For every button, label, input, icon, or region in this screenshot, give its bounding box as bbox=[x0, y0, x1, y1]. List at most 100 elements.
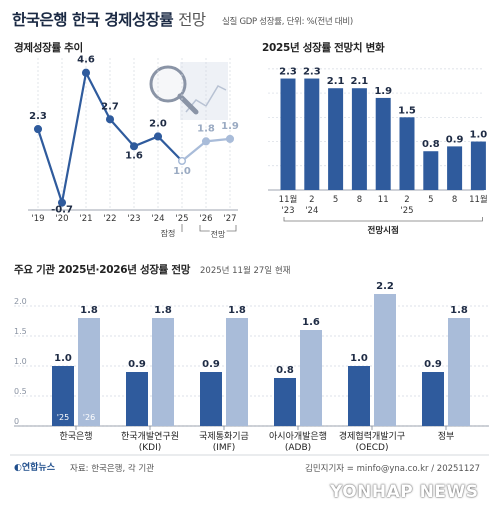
bar bbox=[300, 330, 322, 426]
data-point bbox=[57, 198, 67, 207]
y-tick-label: 0.5 bbox=[14, 387, 27, 396]
data-label: 1.5 bbox=[398, 105, 416, 116]
bar bbox=[422, 372, 444, 426]
y-tick-label: 1.5 bbox=[14, 327, 27, 336]
x-tick-label: 11 bbox=[378, 195, 389, 205]
x-tick-label: '25 bbox=[175, 214, 188, 224]
x-tick-label: 2 bbox=[404, 195, 409, 205]
data-label: 0.9 bbox=[424, 359, 442, 370]
y-tick-label: 1.0 bbox=[14, 357, 27, 366]
data-label: 0.9 bbox=[446, 134, 464, 145]
timing-bracket bbox=[283, 217, 483, 222]
watermark: YONHAP NEWS bbox=[330, 482, 479, 502]
data-point bbox=[33, 125, 43, 134]
logo-text: 연합뉴스 bbox=[21, 463, 55, 473]
data-label: 1.8 bbox=[80, 305, 98, 316]
bar bbox=[351, 88, 367, 190]
data-label: 1.0 bbox=[173, 166, 191, 177]
data-label: -0.7 bbox=[51, 205, 73, 216]
data-label: 1.6 bbox=[125, 150, 143, 161]
data-label: 1.9 bbox=[221, 121, 239, 132]
data-label: 0.9 bbox=[128, 359, 146, 370]
data-point bbox=[225, 134, 235, 143]
legend-label: '26 bbox=[83, 413, 95, 422]
data-label: 2.2 bbox=[376, 281, 394, 292]
x-tick-label: '27 bbox=[223, 214, 236, 224]
panel3-date: 2025년 11월 27일 현재 bbox=[200, 266, 291, 276]
data-point bbox=[177, 156, 187, 166]
legend-label: '25 bbox=[57, 413, 69, 422]
x-tick-label: 11월 bbox=[279, 194, 298, 205]
category-sublabel: (IMF) bbox=[213, 443, 236, 453]
bar bbox=[374, 294, 396, 426]
data-point bbox=[81, 68, 91, 77]
x-tick-label: '26 bbox=[199, 214, 212, 224]
bar bbox=[448, 318, 470, 426]
x-tick-year: '25 bbox=[400, 206, 413, 216]
category-label: 국제통화기금 bbox=[199, 431, 249, 442]
x-tick-label: '24 bbox=[151, 214, 164, 224]
data-label: 1.8 bbox=[197, 123, 215, 134]
data-label: 2.3 bbox=[29, 111, 47, 122]
data-label: 4.6 bbox=[77, 55, 95, 66]
data-label: 1.8 bbox=[450, 305, 468, 316]
bar bbox=[447, 146, 463, 190]
estimate-label: 잠정 bbox=[161, 228, 176, 238]
bar bbox=[399, 117, 415, 190]
data-label: 1.0 bbox=[54, 353, 72, 364]
bar bbox=[280, 78, 296, 190]
unit-note: 실질 GDP 성장률, 단위: %(전년 대비) bbox=[222, 17, 353, 27]
x-tick-label: '20 bbox=[55, 214, 68, 224]
logo-icon: ◐ bbox=[14, 463, 22, 473]
x-tick-label: 8 bbox=[357, 195, 362, 205]
x-tick-label: 11월 bbox=[469, 194, 488, 205]
category-sublabel: (KDI) bbox=[139, 443, 162, 453]
magnifier-icon bbox=[149, 62, 228, 120]
data-label: 2.1 bbox=[327, 76, 345, 87]
data-label: 1.0 bbox=[350, 353, 368, 364]
bar bbox=[274, 378, 296, 426]
data-label: 0.8 bbox=[276, 365, 294, 376]
data-label: 0.9 bbox=[202, 359, 220, 370]
source-note: 자료: 한국은행, 각 기관 bbox=[70, 464, 155, 474]
bar bbox=[348, 366, 370, 426]
bar bbox=[126, 372, 148, 426]
data-label: 0.8 bbox=[422, 139, 440, 150]
bar bbox=[328, 88, 344, 190]
title-main: 한국은행 한국 경제성장률 bbox=[12, 11, 174, 29]
institution-chart: 2.0 1.5 1.0 0.5 0 1.0 '25 1.8 '26 한국은행 0.9 1.8 한국개발연… bbox=[14, 281, 489, 453]
bar bbox=[375, 97, 391, 190]
panel3-subtitle: 주요 기관 2025년·2026년 성장률 전망 bbox=[14, 264, 191, 276]
category-label: 정부 bbox=[438, 431, 455, 442]
logo: ◐연합뉴스 bbox=[14, 460, 55, 473]
bar bbox=[78, 318, 100, 426]
data-label: 1.0 bbox=[470, 130, 488, 141]
x-tick-label: 5 bbox=[428, 195, 433, 205]
bar bbox=[304, 78, 320, 190]
data-label: 2.7 bbox=[101, 101, 119, 112]
data-point bbox=[201, 137, 211, 146]
forecast-bracket bbox=[199, 225, 237, 232]
bar bbox=[226, 318, 248, 426]
bar bbox=[152, 318, 174, 426]
x-tick-year: '23 bbox=[281, 206, 294, 216]
data-label: 1.8 bbox=[154, 305, 172, 316]
data-label: 1.6 bbox=[302, 317, 320, 328]
data-label: 1.8 bbox=[228, 305, 246, 316]
data-label: 1.9 bbox=[374, 86, 392, 97]
line-chart: '19 '20 '21 '22 '23 '24 '25 '26 '27 2.3 -0.7 4.6 2.7… bbox=[28, 55, 239, 241]
x-tick-label: 2 bbox=[309, 195, 314, 205]
title-suffix: 전망 bbox=[178, 11, 206, 29]
forecast-change-chart: 2.311월'232.32'242.152.181.9111.52'250.85… bbox=[268, 67, 488, 236]
bar bbox=[52, 366, 74, 426]
data-point bbox=[153, 132, 163, 141]
data-point bbox=[129, 142, 139, 151]
data-label: 2.0 bbox=[149, 118, 167, 129]
panel2-subtitle: 2025년 성장률 전망치 변화 bbox=[262, 42, 385, 54]
category-label: 경제협력개발기구 bbox=[339, 430, 405, 442]
data-label: 2.1 bbox=[351, 76, 369, 87]
category-sublabel: (OECD) bbox=[355, 443, 388, 453]
x-tick-label: 5 bbox=[333, 195, 338, 205]
forecast-label: 전망 bbox=[211, 229, 226, 239]
